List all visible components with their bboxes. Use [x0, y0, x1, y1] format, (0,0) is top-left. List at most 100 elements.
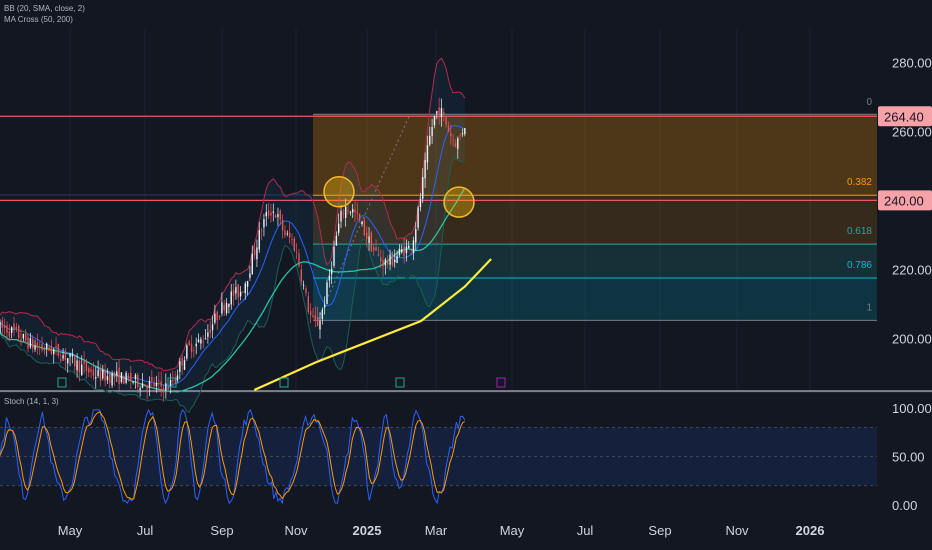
candle[interactable] [53, 347, 55, 364]
candle[interactable] [286, 230, 288, 237]
candle[interactable] [351, 203, 354, 218]
candle[interactable] [354, 200, 356, 223]
candle[interactable] [450, 124, 452, 145]
candle[interactable] [88, 365, 90, 377]
candle[interactable] [412, 236, 415, 260]
candle[interactable] [417, 205, 419, 231]
candle[interactable] [452, 134, 454, 147]
candle[interactable] [60, 352, 62, 364]
candle[interactable] [426, 135, 429, 170]
candle[interactable] [419, 193, 422, 212]
candle[interactable] [46, 342, 48, 357]
candle[interactable] [36, 333, 39, 355]
bollinger-bands-legend[interactable]: BB (20, SMA, close, 2) [4, 4, 85, 13]
candle[interactable] [218, 315, 221, 320]
candle[interactable] [342, 208, 345, 219]
candle[interactable] [71, 348, 74, 364]
candle[interactable] [270, 203, 272, 223]
candle[interactable] [134, 373, 137, 389]
candle[interactable] [29, 332, 32, 349]
candle[interactable] [394, 249, 396, 268]
candle[interactable] [438, 97, 440, 125]
candle[interactable] [415, 221, 417, 251]
candle[interactable] [356, 202, 359, 220]
candle[interactable] [83, 351, 85, 374]
candle[interactable] [403, 237, 405, 264]
candle[interactable] [186, 343, 188, 361]
candle[interactable] [3, 318, 6, 335]
candle[interactable] [183, 356, 186, 371]
candle[interactable] [141, 372, 144, 389]
candle[interactable] [288, 222, 291, 244]
candle[interactable] [464, 128, 466, 137]
event-marker[interactable] [167, 377, 177, 388]
candle[interactable] [22, 333, 25, 342]
candle[interactable] [113, 371, 116, 386]
candle[interactable] [384, 257, 387, 275]
candle[interactable] [398, 244, 401, 258]
candle[interactable] [76, 353, 78, 378]
candle[interactable] [447, 121, 450, 133]
candle[interactable] [387, 255, 389, 269]
candle[interactable] [424, 152, 426, 188]
candle[interactable] [410, 248, 412, 256]
main-price-pane[interactable]: 0 0.382 0.618 0.786 1 [0, 28, 932, 413]
candle[interactable] [200, 336, 202, 350]
candle[interactable] [216, 310, 218, 330]
candle[interactable] [169, 373, 172, 394]
candle[interactable] [151, 370, 153, 387]
candle[interactable] [165, 373, 167, 399]
candle[interactable] [162, 384, 165, 402]
candle[interactable] [389, 249, 391, 271]
candle[interactable] [13, 317, 15, 337]
candle[interactable] [132, 381, 134, 385]
candle[interactable] [263, 213, 265, 237]
candle[interactable] [139, 385, 141, 397]
candle[interactable] [361, 220, 363, 227]
candle[interactable] [279, 208, 281, 226]
candle[interactable] [249, 265, 251, 282]
candle[interactable] [85, 358, 88, 379]
candle[interactable] [436, 110, 438, 120]
candle[interactable] [0, 319, 1, 335]
candle[interactable] [78, 359, 81, 382]
candle[interactable] [368, 226, 370, 251]
candle[interactable] [202, 334, 204, 349]
candle[interactable] [32, 335, 34, 353]
candle[interactable] [314, 306, 317, 328]
highlight-circle[interactable] [443, 186, 475, 218]
candle[interactable] [344, 198, 347, 227]
candle[interactable] [144, 383, 146, 387]
candle[interactable] [396, 250, 398, 264]
candle[interactable] [237, 283, 239, 306]
candle[interactable] [155, 375, 158, 393]
candle[interactable] [253, 242, 256, 260]
candle[interactable] [401, 244, 403, 254]
candle[interactable] [300, 264, 303, 286]
candle[interactable] [120, 372, 123, 384]
candle[interactable] [211, 315, 214, 339]
candle[interactable] [214, 304, 216, 325]
candle[interactable] [55, 336, 57, 356]
candle[interactable] [146, 384, 148, 400]
candle[interactable] [274, 213, 277, 218]
candle[interactable] [8, 324, 11, 342]
candle[interactable] [291, 233, 293, 246]
candle[interactable] [265, 204, 267, 227]
candle[interactable] [27, 333, 29, 353]
candle[interactable] [92, 362, 95, 381]
candle[interactable] [454, 139, 457, 148]
candle[interactable] [366, 226, 368, 247]
candle[interactable] [39, 341, 41, 356]
candle[interactable] [305, 285, 307, 297]
candle[interactable] [69, 353, 71, 367]
event-marker[interactable] [496, 377, 506, 388]
candle[interactable] [347, 203, 349, 215]
candle[interactable] [43, 345, 46, 355]
candle[interactable] [316, 306, 319, 327]
candle[interactable] [15, 322, 18, 333]
candle[interactable] [111, 370, 113, 388]
candle[interactable] [328, 269, 331, 288]
candle[interactable] [242, 291, 244, 293]
